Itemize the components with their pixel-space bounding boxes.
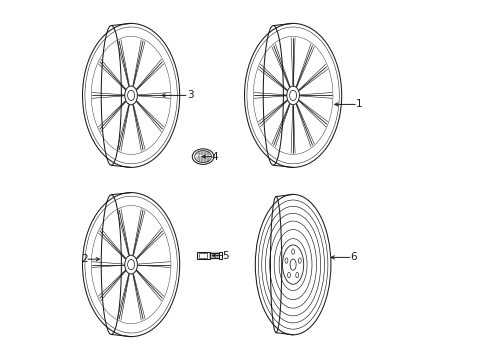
Bar <box>196 252 209 259</box>
Text: 5: 5 <box>222 251 229 261</box>
Bar <box>209 253 219 258</box>
Text: 2: 2 <box>81 254 87 264</box>
Bar <box>219 252 222 259</box>
Text: 1: 1 <box>355 99 362 109</box>
Bar <box>199 253 206 258</box>
Text: 6: 6 <box>350 252 356 262</box>
Text: 3: 3 <box>186 90 193 100</box>
Text: 4: 4 <box>211 152 218 162</box>
